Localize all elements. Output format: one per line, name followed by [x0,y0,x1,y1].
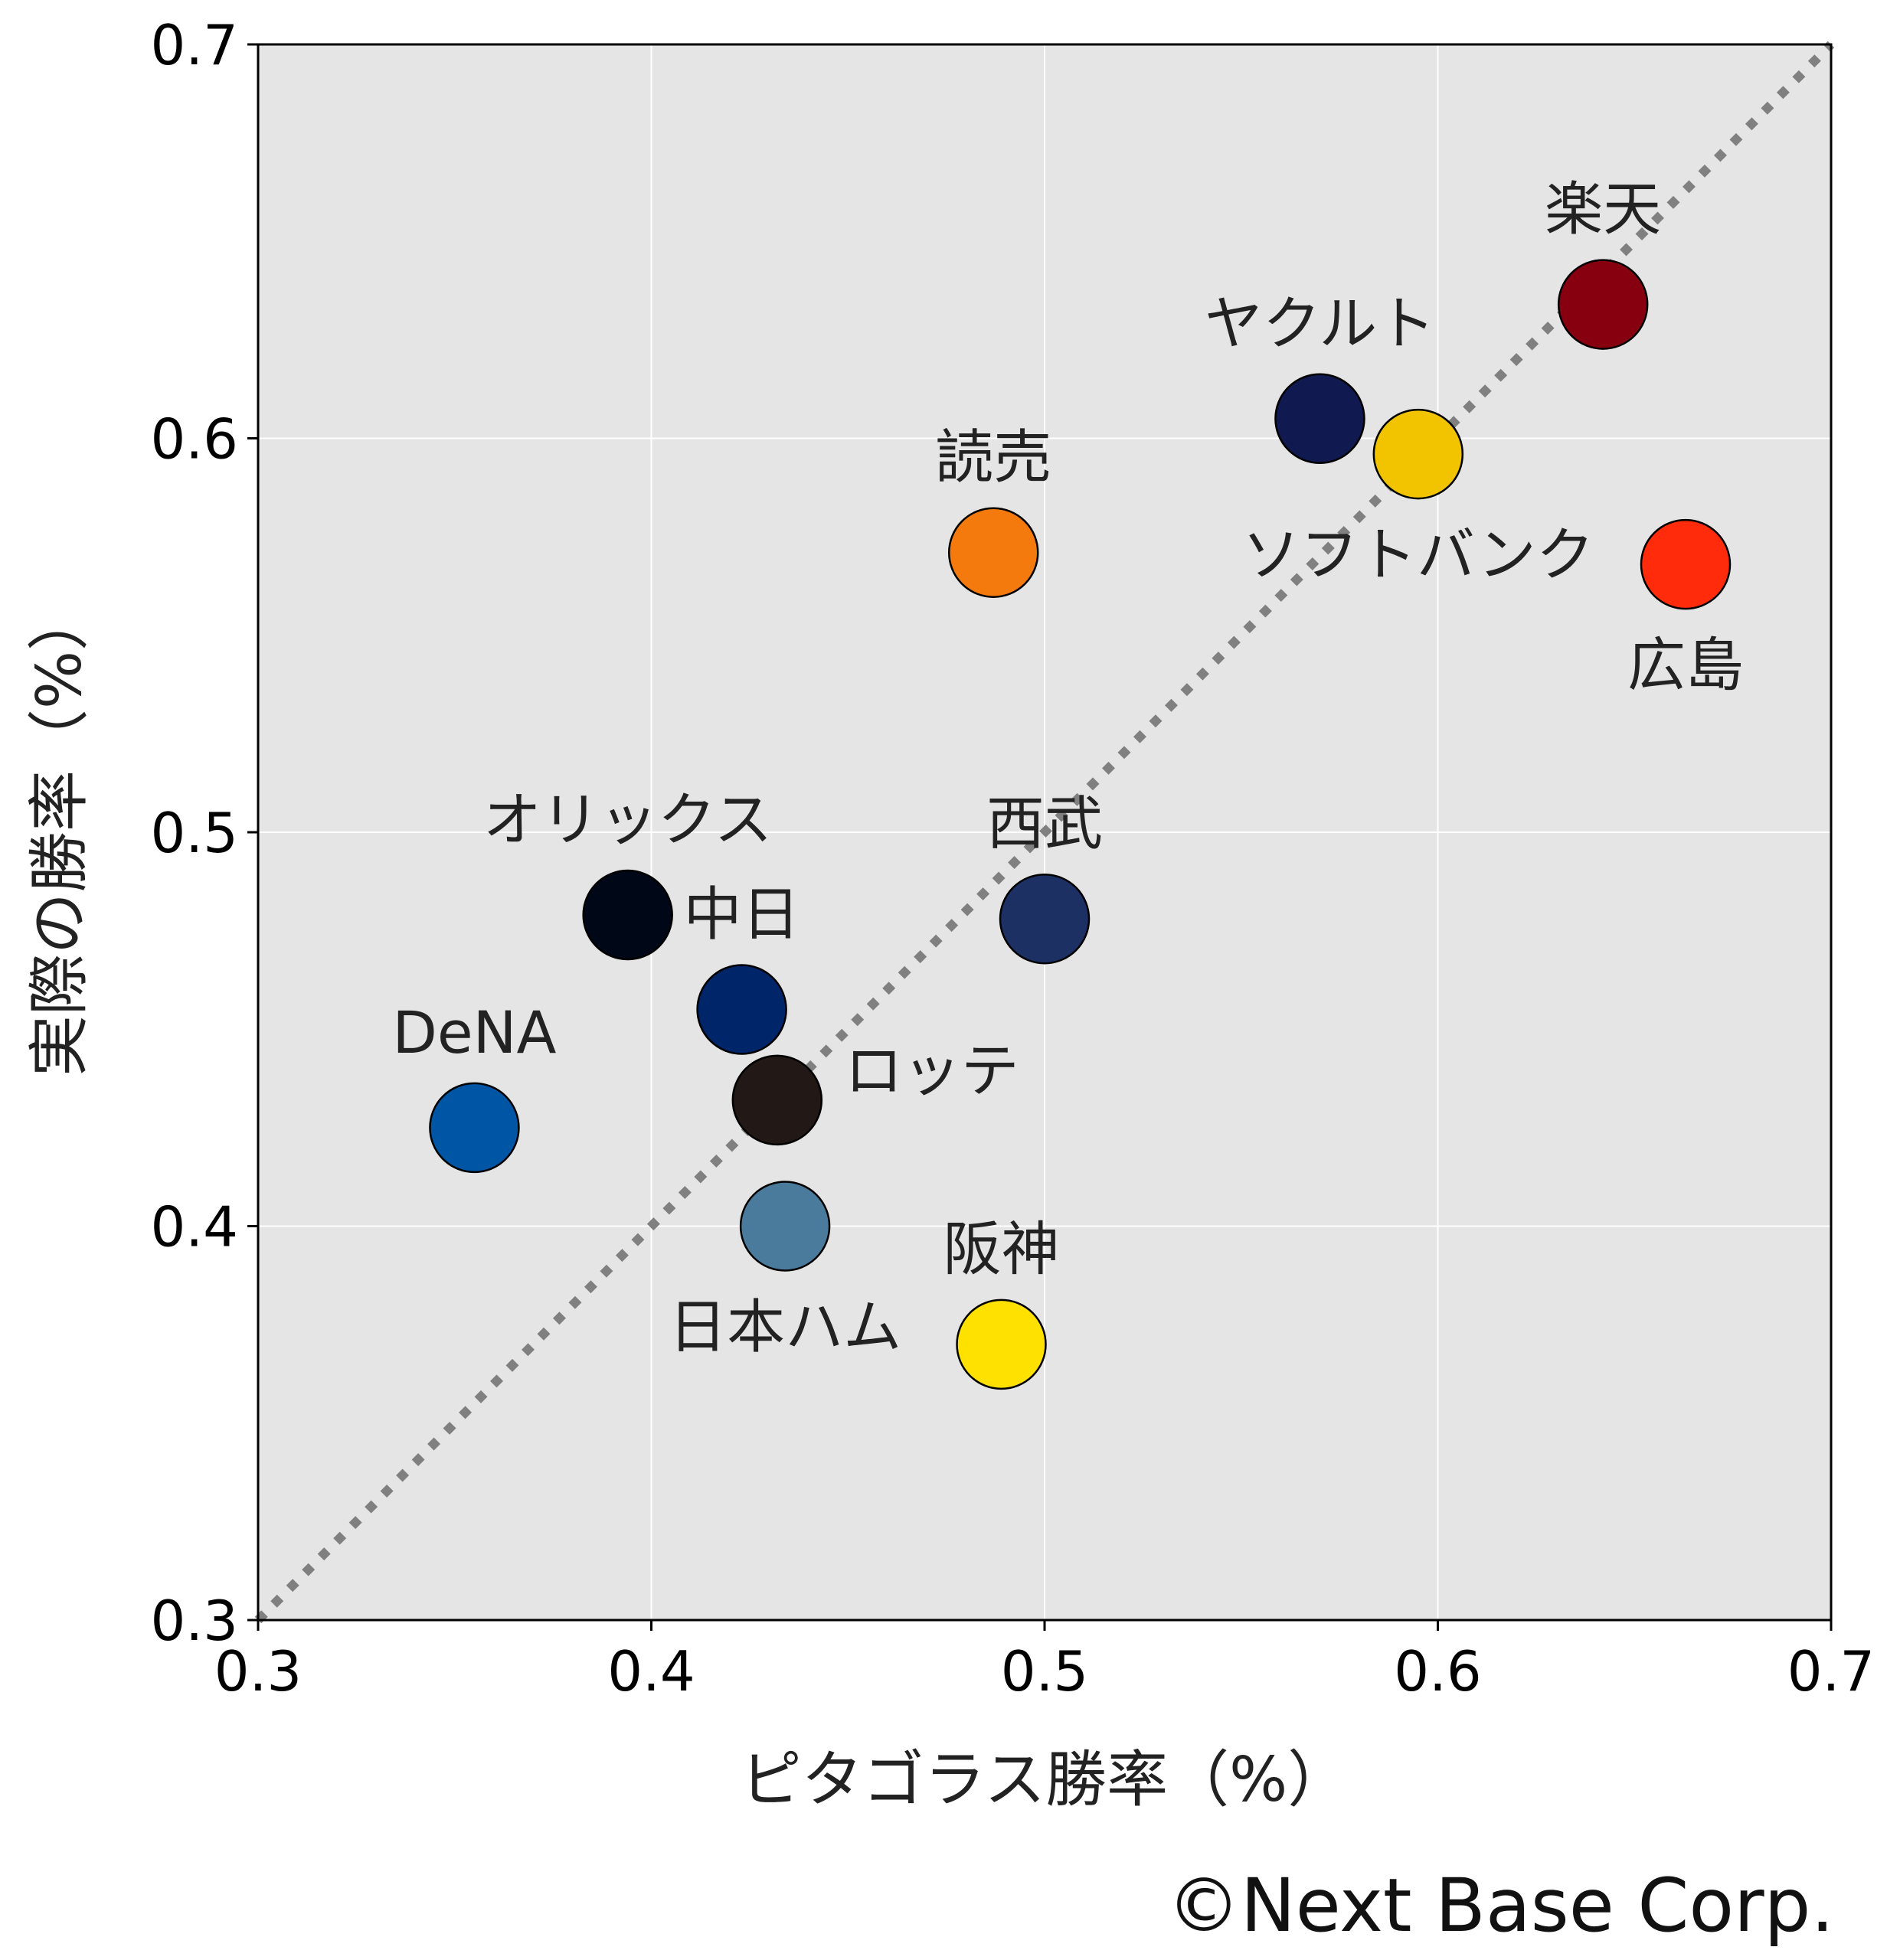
x-axis-title: ピタゴラス勝率（%） [741,1744,1349,1815]
point-label: DeNA [392,998,556,1067]
data-point [696,964,787,1055]
point-label: ロッテ [845,1037,1019,1105]
y-tick-label: 0.5 [150,801,238,865]
point-label: 日本ハム [669,1293,901,1361]
data-point [1274,373,1365,465]
point-label: 中日 [684,880,800,949]
data-points [429,259,1732,1390]
x-tick-label: 0.6 [1394,1639,1482,1704]
x-tick-label: 0.3 [214,1639,302,1704]
point-label: 楽天 [1545,175,1661,243]
point-label: 読売 [935,423,1051,492]
axis-ticks: 0.3 0.4 0.5 0.6 0.7 0.3 0.4 0.5 0.6 0.7 [150,13,1875,1704]
y-tick-label: 0.7 [150,13,238,77]
data-point [739,1181,831,1272]
point-label: 広島 [1627,631,1744,699]
point-label: 阪神 [943,1215,1060,1283]
data-point [1372,408,1464,500]
y-tick-label: 0.3 [150,1589,238,1653]
point-label: ソフトバンク [1242,521,1594,589]
y-tick-label: 0.4 [150,1195,238,1259]
data-point [429,1082,520,1174]
copyright-credit: ©Next Base Corp. [1167,1863,1834,1949]
data-point [731,1054,823,1146]
x-tick-label: 0.4 [607,1639,695,1704]
data-point [1640,518,1732,610]
data-point [999,873,1091,965]
y-axis-title: 実際の勝率（%） [24,590,95,1076]
data-point [1557,259,1649,350]
data-point [947,507,1039,598]
data-point [582,869,673,961]
point-label: ヤクルト [1205,289,1436,358]
x-tick-label: 0.7 [1787,1639,1875,1704]
y-tick-label: 0.6 [150,407,238,472]
point-label: オリックス [483,786,773,854]
data-point [956,1298,1047,1390]
diagonal-reference-line [254,41,1835,1624]
x-tick-label: 0.5 [1001,1639,1089,1704]
point-label: 西武 [986,789,1103,858]
